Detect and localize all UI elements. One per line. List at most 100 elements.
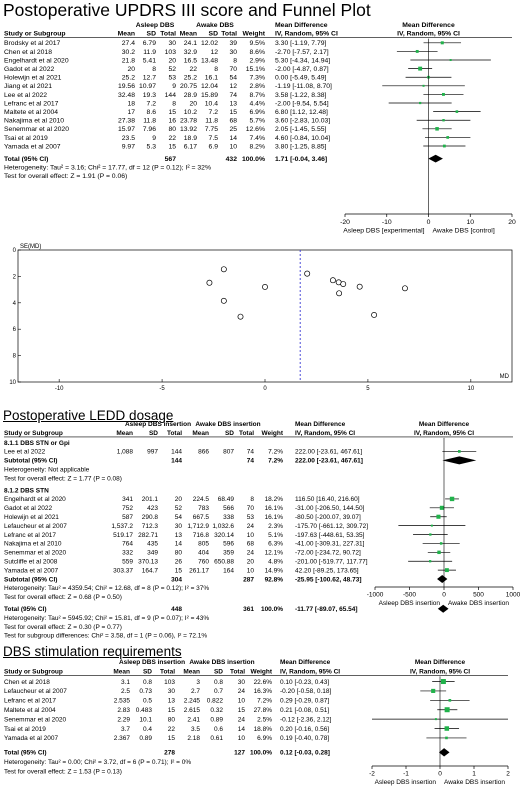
- total-weight: 100.0%: [242, 156, 265, 163]
- cell-w: 8.6%: [250, 49, 266, 56]
- cell-m1: 341: [122, 496, 133, 503]
- cell-sd2: 15.89: [201, 92, 218, 99]
- cell-m2: 2.7: [191, 688, 200, 695]
- cell-n1: 52: [168, 66, 176, 73]
- cell-sd1: 435: [147, 541, 158, 548]
- x-tick-label: 10: [467, 386, 474, 392]
- study-ci-text: 0.29 [-0.29, 0.87]: [280, 698, 329, 705]
- col-header-n2: Total: [230, 668, 245, 675]
- cell-sd1: 0.89: [139, 735, 152, 742]
- study-name: Maltete et al 2004: [4, 109, 58, 116]
- x-tick-label: -20: [340, 219, 350, 226]
- cell-m2: 404: [198, 550, 209, 557]
- cell-m2: 28.9: [184, 92, 197, 99]
- subtotal-label: Subtotal (95% CI): [4, 576, 57, 583]
- funnel-point: [371, 311, 378, 318]
- cell-m2: 805: [198, 541, 209, 548]
- cell-m1: 3.7: [121, 726, 130, 733]
- study-name: Chen et al 2018: [4, 679, 50, 686]
- funnel-point: [220, 297, 227, 304]
- study-ci-text: -2.00 [-4.87, 0.87]: [275, 66, 329, 73]
- cell-sd1: 423: [147, 505, 158, 512]
- cell-n1: 13: [175, 532, 183, 539]
- cell-sd1: 5.41: [143, 57, 156, 64]
- cell-m1: 17: [127, 109, 135, 116]
- cell-m1: 19.56: [118, 83, 135, 90]
- cell-n1: 103: [164, 679, 175, 686]
- cell-m2: 23.78: [180, 118, 197, 125]
- cell-m1: 2.29: [117, 716, 130, 723]
- cell-sd1: 997: [147, 449, 158, 456]
- cell-n2: 12: [229, 83, 237, 90]
- x-tick-label: -10: [382, 219, 392, 226]
- cell-m2: 6.17: [184, 143, 197, 150]
- cell-w: 4.4%: [250, 100, 266, 107]
- cell-n1: 30: [168, 688, 176, 695]
- cell-sd1: 290.8: [142, 514, 159, 521]
- cell-m1: 15.97: [118, 126, 135, 133]
- study-ci-text: 0.00 [-5.49, 5.49]: [275, 75, 327, 82]
- col-header-m2: Mean: [180, 31, 197, 38]
- cell-n1: 14: [175, 541, 183, 548]
- cell-n1: 15: [168, 109, 176, 116]
- cell-n1: 15: [168, 707, 176, 714]
- x-tick-label: 5: [366, 386, 370, 392]
- study-ci-text: 0.20 [-0.16, 0.56]: [280, 726, 329, 733]
- favours-left-label: Asleep DBS insertion: [379, 600, 441, 607]
- cell-sd1: 0.483: [136, 707, 153, 714]
- cell-m2: 3.5: [191, 726, 200, 733]
- cell-sd2: 10.4: [205, 100, 218, 107]
- study-name: Engelhardt et al 2020: [4, 57, 69, 64]
- x-tick-label: 0: [263, 386, 267, 392]
- x-tick-label: 0: [442, 592, 446, 599]
- col-header-w: Weight: [261, 430, 283, 437]
- cell-sd1: 10.1: [139, 716, 152, 723]
- subtotal-label: Subtotal (95% CI): [4, 458, 57, 465]
- study-ci-text: -175.70 [-661.12, 309.72]: [295, 523, 368, 530]
- cell-n2: 39: [229, 40, 237, 47]
- cell-n1: 80: [168, 716, 176, 723]
- cell-n2: 24: [238, 688, 246, 695]
- cell-m1: 30.2: [122, 49, 135, 56]
- cell-n2: 13: [229, 100, 237, 107]
- study-ci-text: -31.00 [-206.50, 144.50]: [295, 505, 365, 512]
- md-plot-sub-header: IV, Random, 95% CI: [414, 430, 474, 437]
- funnel-point: [237, 313, 244, 320]
- ledd-section-title: Postoperative LEDD dosage: [3, 408, 174, 423]
- x-tick-label: 500: [473, 592, 484, 599]
- study-name: Lee et al 2022: [4, 92, 47, 99]
- cell-n1: 8: [172, 100, 176, 107]
- study-name: Brodsky et al 2017: [4, 40, 61, 47]
- cell-n1: 54: [175, 514, 183, 521]
- cell-sd2: 6.9: [209, 143, 219, 150]
- md-plot-header: Mean Difference: [419, 421, 470, 428]
- study-ci-text: -2.70 [-7.57, 2.17]: [275, 49, 329, 56]
- cell-n1: 144: [171, 449, 182, 456]
- cell-sd2: 11.8: [205, 118, 218, 125]
- funnel-point: [340, 281, 347, 288]
- md-sub-header: IV, Random, 95% CI: [295, 430, 355, 437]
- cell-m2: 760: [198, 559, 209, 566]
- cell-w: 8.2%: [250, 143, 266, 150]
- point-estimate: [430, 524, 433, 527]
- cell-m2: 13.92: [180, 126, 197, 133]
- ledd-forest-plot: Asleep DBS insertion Awake DBS insertion M…: [4, 421, 520, 640]
- cell-sd2: 596: [223, 541, 234, 548]
- study-name: Jiang et al 2021: [4, 83, 52, 90]
- cell-n1: 30: [175, 523, 183, 530]
- cell-n2: 14: [229, 135, 237, 142]
- cell-w: 8.7%: [250, 92, 266, 99]
- study-name: Yamada et al 2007: [4, 735, 58, 742]
- col-header-m1: Mean: [116, 430, 133, 437]
- study-name: Yamada et al 2007: [4, 143, 61, 150]
- cell-sd1: 8.6: [147, 109, 157, 116]
- cell-m2: 783: [198, 505, 209, 512]
- overall-effect-text: Test for overall effect: Z = 1.91 (P = 0…: [4, 173, 127, 180]
- cell-m2: 16.5: [184, 57, 197, 64]
- cell-w: 2.3%: [268, 523, 283, 530]
- col-header-sd1: SD: [147, 31, 157, 38]
- y-tick-label: 6: [13, 327, 17, 333]
- subtotal-n2: 74: [247, 458, 255, 465]
- cell-sd1: 19.3: [143, 92, 156, 99]
